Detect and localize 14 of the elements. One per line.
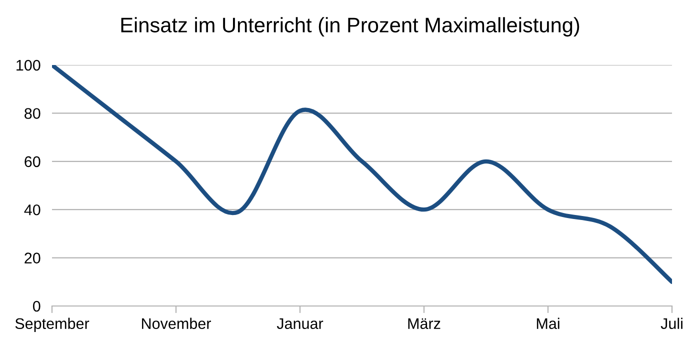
line-series bbox=[52, 65, 672, 284]
y-tick-label: 80 bbox=[24, 108, 40, 119]
x-tick-label: Januar bbox=[276, 318, 324, 330]
x-tick-label: November bbox=[142, 318, 211, 330]
x-tick-label: Juli bbox=[660, 318, 682, 330]
y-tick-label: 100 bbox=[16, 60, 40, 71]
x-tick-label: September bbox=[15, 318, 90, 332]
chart-title: Einsatz im Unterricht (in Prozent Maximalleistung) bbox=[121, 17, 580, 37]
y-tick-label: 60 bbox=[24, 156, 40, 168]
x-tick-label: Mai bbox=[536, 318, 560, 330]
y-tick-label: 40 bbox=[24, 204, 40, 216]
x-tick-label: März bbox=[408, 318, 440, 330]
y-tick-label: 20 bbox=[24, 252, 40, 264]
y-tick-label: 0 bbox=[32, 300, 40, 312]
